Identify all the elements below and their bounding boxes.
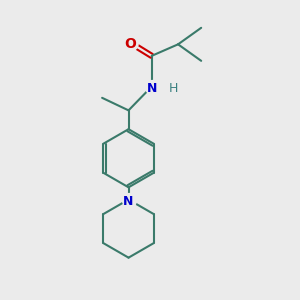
- Text: N: N: [146, 82, 157, 94]
- Text: H: H: [169, 82, 178, 94]
- Text: O: O: [124, 37, 136, 51]
- Text: N: N: [123, 194, 134, 208]
